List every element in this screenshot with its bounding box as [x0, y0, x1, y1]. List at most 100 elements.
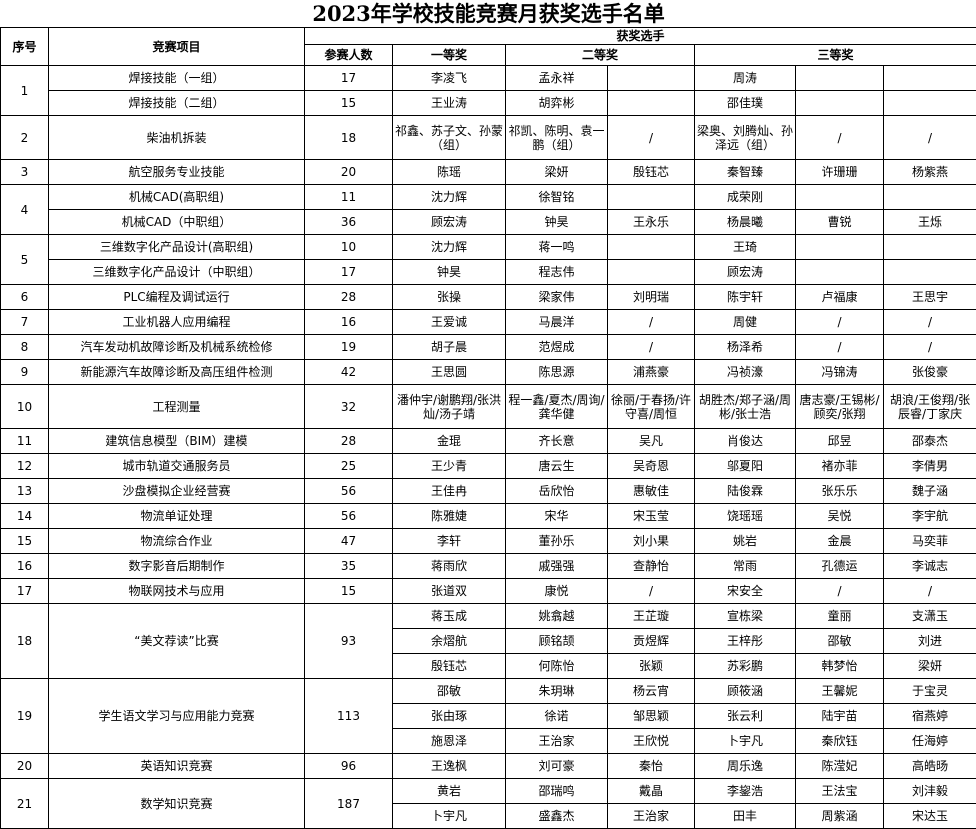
first-prize: 胡子晨	[393, 335, 506, 360]
row-number: 21	[1, 779, 49, 829]
participant-count: 28	[305, 429, 393, 454]
third-prize-1: 顾筱涵	[695, 679, 796, 704]
participant-count: 16	[305, 310, 393, 335]
project-name: 焊接技能（一组）	[49, 66, 305, 91]
header-project: 竞赛项目	[49, 28, 305, 66]
participant-count: 28	[305, 285, 393, 310]
first-prize: 金琨	[393, 429, 506, 454]
first-prize: 蒋雨欣	[393, 554, 506, 579]
row-number: 6	[1, 285, 49, 310]
first-prize: 殷钰芯	[393, 654, 506, 679]
second-prize-1: 钟昊	[506, 210, 608, 235]
third-prize-2: 陈滢妃	[796, 754, 884, 779]
participant-count: 42	[305, 360, 393, 385]
project-name: 三维数字化产品设计(高职组)	[49, 235, 305, 260]
project-name: 物联网技术与应用	[49, 579, 305, 604]
third-prize-2: 周紫涵	[796, 804, 884, 829]
participant-count: 47	[305, 529, 393, 554]
row-number: 7	[1, 310, 49, 335]
second-prize-2: /	[608, 116, 695, 160]
second-prize-1: 孟永祥	[506, 66, 608, 91]
third-prize-1: 邵佳璞	[695, 91, 796, 116]
second-prize-1: 徐智铭	[506, 185, 608, 210]
third-prize-2: 王法宝	[796, 779, 884, 804]
second-prize-2: 刘明瑞	[608, 285, 695, 310]
third-prize-2: 秦欣钰	[796, 729, 884, 754]
second-prize-2: 宋玉莹	[608, 504, 695, 529]
third-prize-3: /	[884, 116, 976, 160]
participant-count: 25	[305, 454, 393, 479]
project-name: PLC编程及调试运行	[49, 285, 305, 310]
third-prize-2: 童丽	[796, 604, 884, 629]
third-prize-3: 支潇玉	[884, 604, 976, 629]
third-prize-3: 胡浪/王俊翔/张辰睿/丁家庆	[884, 385, 976, 429]
third-prize-2: 孔德运	[796, 554, 884, 579]
second-prize-2: 杨云宵	[608, 679, 695, 704]
second-prize-1: 姚翕越	[506, 604, 608, 629]
second-prize-1: 唐云生	[506, 454, 608, 479]
third-prize-1: 周健	[695, 310, 796, 335]
first-prize: 潘仲宇/谢鹏翔/张洪灿/汤子靖	[393, 385, 506, 429]
participant-count: 10	[305, 235, 393, 260]
participant-count: 20	[305, 160, 393, 185]
row-number: 9	[1, 360, 49, 385]
third-prize-3: 于宝灵	[884, 679, 976, 704]
project-name: 物流综合作业	[49, 529, 305, 554]
third-prize-2: 冯锦涛	[796, 360, 884, 385]
first-prize: 张操	[393, 285, 506, 310]
row-number: 4	[1, 185, 49, 235]
participant-count: 17	[305, 66, 393, 91]
first-prize: 王佳冉	[393, 479, 506, 504]
first-prize: 王少青	[393, 454, 506, 479]
second-prize-2	[608, 91, 695, 116]
participant-count: 11	[305, 185, 393, 210]
third-prize-3: 杨紫燕	[884, 160, 976, 185]
participant-count: 56	[305, 479, 393, 504]
third-prize-1: 常雨	[695, 554, 796, 579]
second-prize-1: 梁家伟	[506, 285, 608, 310]
row-number: 12	[1, 454, 49, 479]
participant-count: 15	[305, 579, 393, 604]
second-prize-1: 程一鑫/夏杰/周询/龚华健	[506, 385, 608, 429]
first-prize: 钟昊	[393, 260, 506, 285]
third-prize-1: 苏彩鹏	[695, 654, 796, 679]
participant-count: 93	[305, 604, 393, 679]
first-prize: 李轩	[393, 529, 506, 554]
third-prize-2: /	[796, 310, 884, 335]
third-prize-3: 王烁	[884, 210, 976, 235]
first-prize: 蒋玉成	[393, 604, 506, 629]
row-number: 3	[1, 160, 49, 185]
third-prize-1: 顾宏涛	[695, 260, 796, 285]
second-prize-1: 盛鑫杰	[506, 804, 608, 829]
second-prize-2: 王永乐	[608, 210, 695, 235]
second-prize-2: /	[608, 310, 695, 335]
second-prize-1: 陈思源	[506, 360, 608, 385]
second-prize-2: 惠敏佳	[608, 479, 695, 504]
third-prize-1: 卜宇凡	[695, 729, 796, 754]
third-prize-3: /	[884, 335, 976, 360]
second-prize-1: 徐诺	[506, 704, 608, 729]
second-prize-1: 邵瑞鸣	[506, 779, 608, 804]
participant-count: 15	[305, 91, 393, 116]
participant-count: 56	[305, 504, 393, 529]
third-prize-1: 田丰	[695, 804, 796, 829]
third-prize-1: 杨晨曦	[695, 210, 796, 235]
second-prize-2	[608, 235, 695, 260]
second-prize-2: 张颖	[608, 654, 695, 679]
header-no: 序号	[1, 28, 49, 66]
row-number: 18	[1, 604, 49, 679]
third-prize-1: 姚岩	[695, 529, 796, 554]
third-prize-2: /	[796, 579, 884, 604]
participant-count: 18	[305, 116, 393, 160]
second-prize-2: 吴奇恩	[608, 454, 695, 479]
third-prize-3: 王思宇	[884, 285, 976, 310]
third-prize-3	[884, 66, 976, 91]
first-prize: 黄岩	[393, 779, 506, 804]
project-name: 工程测量	[49, 385, 305, 429]
second-prize-1: 梁妍	[506, 160, 608, 185]
